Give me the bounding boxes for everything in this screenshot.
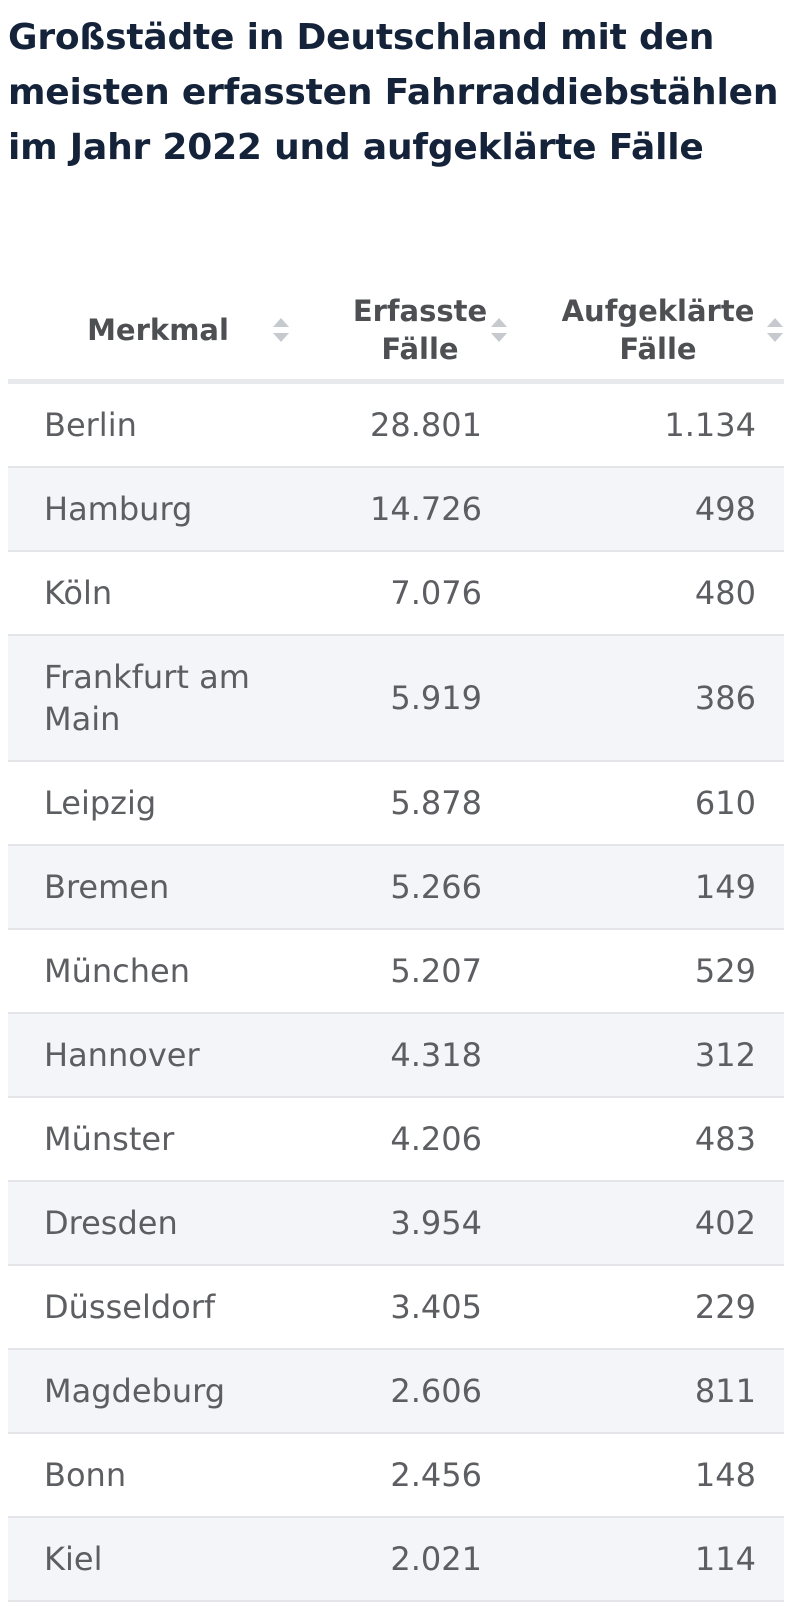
table-row: Magdeburg 2.606 811 xyxy=(8,1350,784,1434)
row-aufgeklaerte-value: 114 xyxy=(694,1540,756,1578)
table-row: Leipzig 5.878 610 xyxy=(8,762,784,846)
row-city-name: Hannover xyxy=(44,1036,200,1074)
row-aufgeklaerte-value: 483 xyxy=(694,1120,756,1158)
row-city-name: Bremen xyxy=(44,868,170,906)
row-aufgeklaerte-value: 312 xyxy=(694,1036,756,1074)
row-erfasste-value: 2.021 xyxy=(390,1540,482,1578)
row-city-name: Frankfurt am Main xyxy=(44,658,250,738)
sort-arrows-icon[interactable] xyxy=(490,315,508,345)
sort-arrows-icon[interactable] xyxy=(272,315,290,345)
row-erfasste-value: 28.801 xyxy=(370,406,482,444)
row-city-name: Dresden xyxy=(44,1204,178,1242)
row-erfasste-value: 5.878 xyxy=(390,784,482,822)
row-aufgeklaerte-value: 529 xyxy=(694,952,756,990)
data-table: Merkmal Erfasste Fälle Aufgeklärte Fälle xyxy=(8,280,784,1602)
table-row: Hannover 4.318 312 xyxy=(8,1014,784,1098)
sort-arrows-icon[interactable] xyxy=(766,315,784,345)
row-erfasste-value: 3.954 xyxy=(390,1204,482,1242)
row-aufgeklaerte-value: 480 xyxy=(694,574,756,612)
row-erfasste-value: 5.207 xyxy=(390,952,482,990)
row-aufgeklaerte-value: 149 xyxy=(694,868,756,906)
row-city-name: Berlin xyxy=(44,406,137,444)
row-city-name: Magdeburg xyxy=(44,1372,226,1410)
table-row: München 5.207 529 xyxy=(8,930,784,1014)
column-header-label-line1: Merkmal xyxy=(87,313,229,347)
table-row: Köln 7.076 480 xyxy=(8,552,784,636)
row-erfasste-value: 4.206 xyxy=(390,1120,482,1158)
row-aufgeklaerte-value: 402 xyxy=(694,1204,756,1242)
table-row: Düsseldorf 3.405 229 xyxy=(8,1266,784,1350)
row-erfasste-value: 4.318 xyxy=(390,1036,482,1074)
row-aufgeklaerte-value: 498 xyxy=(694,490,756,528)
row-erfasste-value: 5.919 xyxy=(390,679,482,717)
row-aufgeklaerte-value: 229 xyxy=(694,1288,756,1326)
column-header-label-line1: Erfasste xyxy=(352,294,488,328)
row-aufgeklaerte-value: 610 xyxy=(694,784,756,822)
table-row: Frankfurt am Main 5.919 386 xyxy=(8,636,784,762)
row-aufgeklaerte-value: 386 xyxy=(694,679,756,717)
row-city-name: Düsseldorf xyxy=(44,1288,216,1326)
table-row: Bonn 2.456 148 xyxy=(8,1434,784,1518)
column-header-label-line1: Aufgeklärte xyxy=(561,294,755,328)
row-erfasste-value: 3.405 xyxy=(390,1288,482,1326)
row-aufgeklaerte-value: 1.134 xyxy=(664,406,756,444)
row-aufgeklaerte-value: 148 xyxy=(694,1456,756,1494)
table-row: Kiel 2.021 114 xyxy=(8,1518,784,1602)
page-title: Großstädte in Deutschland mit den meiste… xyxy=(8,17,779,168)
column-header-label-line2: Fälle xyxy=(619,332,697,366)
table-row: Bremen 5.266 149 xyxy=(8,846,784,930)
row-city-name: München xyxy=(44,952,191,990)
table-row: Berlin 28.801 1.134 xyxy=(8,384,784,468)
column-header-erfasste-faelle[interactable]: Erfasste Fälle xyxy=(308,280,532,380)
column-header-label-line2: Fälle xyxy=(381,332,459,366)
row-city-name: Bonn xyxy=(44,1456,127,1494)
table-row: Münster 4.206 483 xyxy=(8,1098,784,1182)
column-header-label: Merkmal xyxy=(87,311,229,349)
row-city-name: Leipzig xyxy=(44,784,157,822)
row-erfasste-value: 2.606 xyxy=(390,1372,482,1410)
table-header: Merkmal Erfasste Fälle Aufgeklärte Fälle xyxy=(8,280,784,384)
column-header-aufgeklaerte-faelle[interactable]: Aufgeklärte Fälle xyxy=(532,280,784,380)
row-erfasste-value: 7.076 xyxy=(390,574,482,612)
column-header-label: Erfasste Fälle xyxy=(353,292,487,368)
row-city-name: Köln xyxy=(44,574,113,612)
row-erfasste-value: 14.726 xyxy=(370,490,482,528)
row-city-name: Münster xyxy=(44,1120,175,1158)
table-row: Hamburg 14.726 498 xyxy=(8,468,784,552)
row-city-name: Kiel xyxy=(44,1540,103,1578)
row-city-name: Hamburg xyxy=(44,490,193,528)
row-erfasste-value: 2.456 xyxy=(390,1456,482,1494)
column-header-label: Aufgeklärte Fälle xyxy=(562,292,755,368)
table-body: Berlin 28.801 1.134 Hamburg 14.726 498 K… xyxy=(8,384,784,1602)
row-erfasste-value: 5.266 xyxy=(390,868,482,906)
row-aufgeklaerte-value: 811 xyxy=(694,1372,756,1410)
column-header-merkmal[interactable]: Merkmal xyxy=(8,280,308,380)
table-row: Dresden 3.954 402 xyxy=(8,1182,784,1266)
